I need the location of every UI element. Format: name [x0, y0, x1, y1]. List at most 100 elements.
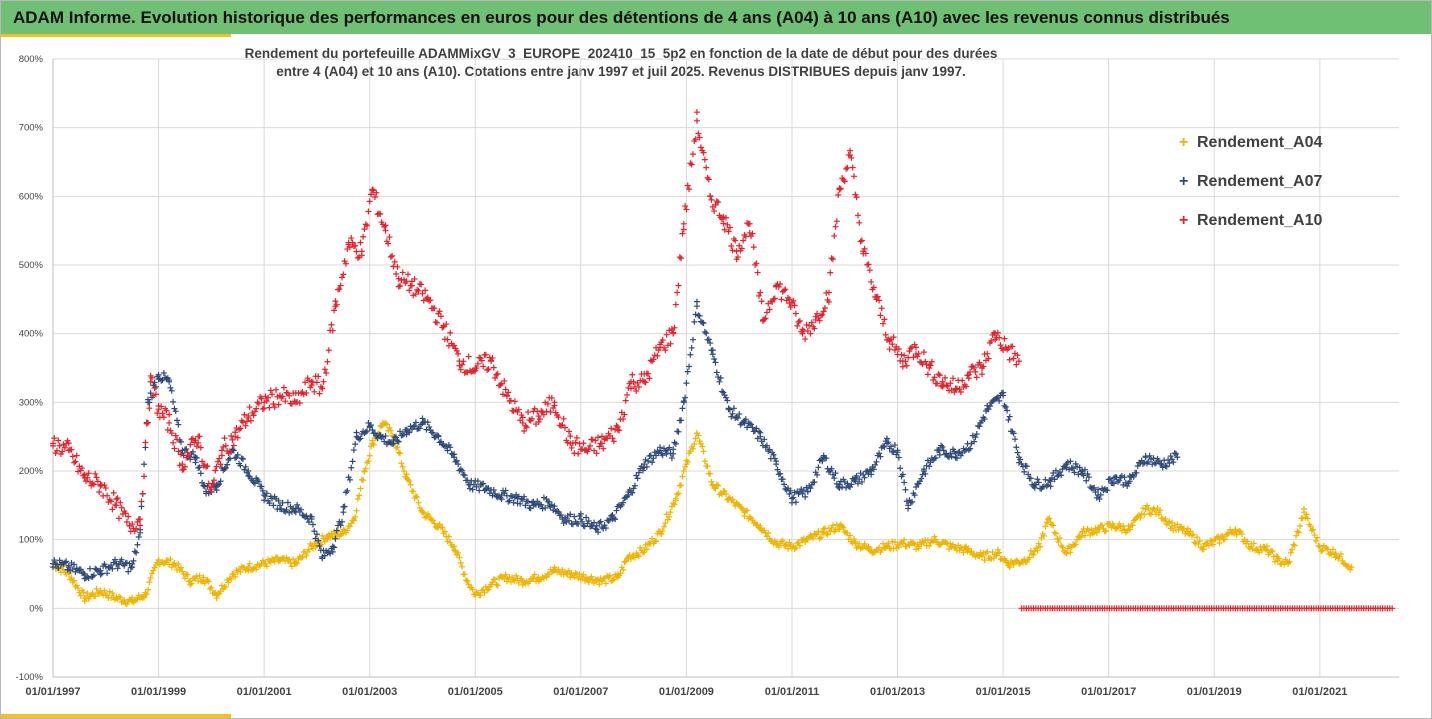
data-point-a04: [1034, 547, 1041, 554]
data-point-a10: [168, 430, 175, 437]
data-point-a10: [746, 220, 753, 227]
data-point-a04: [422, 514, 429, 521]
data-point-a04: [605, 573, 612, 580]
data-point-a04: [1200, 543, 1207, 550]
data-point-a10: [108, 498, 115, 505]
data-point-a07: [819, 458, 826, 465]
data-point-a10: [936, 372, 943, 379]
data-point-a07: [720, 389, 727, 396]
data-point-a07: [693, 303, 700, 310]
data-point-a10: [835, 191, 842, 198]
data-point-a10: [922, 358, 929, 365]
data-point-a04: [141, 594, 148, 601]
data-point-a10: [703, 164, 710, 171]
data-point-a10: [187, 441, 194, 448]
data-point-a07: [744, 424, 751, 431]
data-point-a04: [1013, 557, 1020, 564]
data-point-a10: [480, 363, 487, 370]
data-point-a04: [1089, 530, 1096, 537]
data-point-a07: [178, 438, 185, 445]
data-point-a07: [889, 449, 896, 456]
data-point-a07: [127, 564, 134, 571]
data-point-a07: [650, 455, 657, 462]
data-point-a04: [1308, 527, 1315, 534]
data-point-a07: [646, 453, 653, 459]
data-point-a10: [90, 481, 97, 488]
data-point-a10: [122, 510, 129, 517]
data-point-a04: [1030, 551, 1037, 558]
data-point-a04: [389, 432, 396, 439]
data-point-a04: [907, 539, 914, 546]
data-point-a10: [386, 234, 393, 241]
data-point-a04: [1048, 521, 1055, 528]
data-point-a10: [589, 436, 596, 443]
data-point-a10: [288, 400, 295, 407]
data-point-a04: [1337, 551, 1344, 558]
data-point-a04: [1103, 527, 1110, 534]
data-point-a04: [861, 540, 868, 547]
data-point-a10: [488, 358, 495, 365]
data-point-a07: [1096, 495, 1103, 502]
data-point-a07: [221, 466, 228, 473]
data-point-a10: [241, 411, 248, 418]
data-point-a10: [610, 438, 617, 445]
data-point-a07: [761, 436, 768, 443]
data-point-a10: [410, 292, 417, 299]
data-point-a04: [1248, 543, 1255, 550]
data-point-a07: [1085, 474, 1092, 481]
data-point-a10: [593, 450, 600, 457]
data-point-a07: [430, 429, 437, 436]
data-point-a10: [110, 489, 117, 496]
data-point-a07: [509, 493, 516, 500]
data-point-a10: [171, 445, 178, 452]
data-point-a10: [142, 439, 149, 446]
data-point-a10: [573, 434, 580, 441]
data-point-a10: [118, 504, 125, 511]
data-point-a04: [196, 572, 203, 579]
data-point-a10: [579, 446, 586, 453]
data-point-a07: [283, 506, 290, 513]
data-point-a04: [1130, 517, 1137, 524]
data-point-a07: [298, 506, 305, 513]
data-point-a04: [891, 539, 898, 546]
data-point-a04: [852, 540, 859, 547]
data-point-a04: [147, 574, 154, 581]
data-point-a04: [931, 536, 938, 543]
data-point-a10: [720, 220, 727, 227]
data-point-a04: [238, 563, 245, 570]
data-point-a10: [790, 297, 797, 304]
data-point-a10: [828, 255, 835, 262]
data-point-a10: [670, 330, 677, 337]
data-point-a10: [746, 229, 753, 236]
data-point-a07: [779, 476, 786, 483]
data-point-a07: [115, 561, 122, 568]
data-point-a10: [284, 390, 291, 397]
data-point-a04: [583, 574, 590, 581]
data-point-a10: [866, 267, 873, 274]
data-point-a07: [1095, 492, 1102, 499]
data-point-a10: [486, 354, 493, 361]
data-point-a07: [498, 492, 505, 499]
data-point-a04: [620, 566, 627, 573]
data-point-a04: [704, 463, 711, 470]
data-point-a04: [344, 527, 351, 534]
data-point-a07: [781, 481, 788, 488]
data-point-a04: [1169, 522, 1176, 529]
data-point-a10: [493, 371, 500, 378]
data-point-a04: [465, 581, 472, 588]
data-point-a07: [152, 383, 159, 390]
data-point-a07: [1051, 476, 1058, 483]
data-point-a10: [928, 358, 935, 365]
data-point-a10: [791, 302, 798, 309]
data-point-a07: [478, 481, 485, 488]
data-point-a04: [1209, 541, 1216, 548]
data-point-a04: [996, 549, 1003, 556]
data-point-a07: [905, 502, 912, 509]
data-point-a07: [692, 311, 699, 318]
data-point-a04: [142, 591, 149, 598]
data-point-a10: [721, 226, 728, 233]
data-point-a10: [759, 316, 766, 323]
data-point-a10: [895, 346, 902, 353]
data-point-a07: [741, 419, 748, 426]
legend-item-a07: + Rendement_A07: [1179, 162, 1322, 201]
